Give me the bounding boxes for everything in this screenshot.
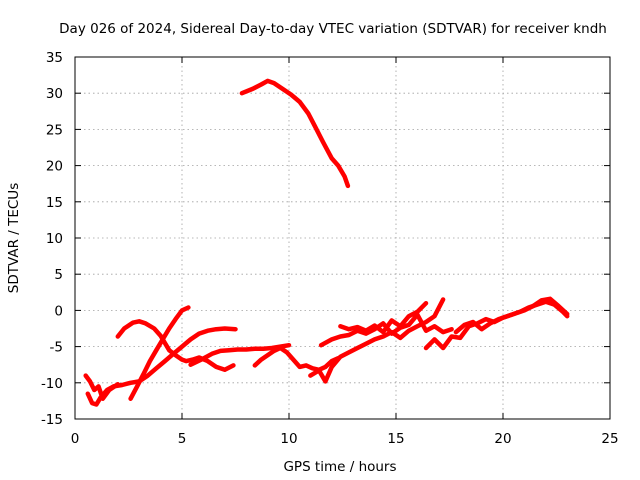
series-line-arc-k	[453, 296, 570, 335]
y-tick-label: 25	[46, 122, 63, 138]
x-tick-label: 25	[601, 431, 618, 447]
y-tick-label: 5	[54, 267, 63, 283]
y-tick-label: 10	[46, 231, 63, 247]
x-tick-label: 5	[178, 431, 187, 447]
series-line-arc-f	[252, 345, 341, 373]
y-tick-label: -5	[50, 340, 63, 356]
series-line-arc-e	[188, 342, 292, 367]
y-tick-label: 30	[46, 86, 63, 102]
y-axis-label: SDTVAR / TECUs	[6, 183, 22, 293]
x-axis-label: GPS time / hours	[283, 459, 396, 475]
x-tick-label: 0	[71, 431, 80, 447]
series-line-arc-b	[85, 326, 238, 407]
y-tick-label: 15	[46, 195, 63, 211]
x-tick-label: 10	[280, 431, 297, 447]
series-line-arc-j	[423, 299, 570, 351]
series-line-arc-i	[338, 300, 429, 335]
y-tick-label: 0	[54, 303, 63, 319]
series-line-arc-high	[239, 78, 351, 189]
series-line-arc-d	[128, 305, 191, 401]
chart-title: Day 026 of 2024, Sidereal Day-to-day VTE…	[59, 21, 607, 37]
ticks: 0 5 10 15 20 25 -15 -10 -5 0 5 10 15 20 25 30 35	[41, 50, 619, 447]
series-line-arc-c	[115, 319, 236, 373]
y-tick-label: -10	[41, 376, 63, 392]
y-tick-label: 20	[46, 159, 63, 175]
x-tick-label: 20	[494, 431, 511, 447]
series-group	[83, 78, 570, 407]
series-line-arc-g	[308, 297, 446, 384]
y-tick-label: -15	[41, 412, 63, 428]
grid	[75, 57, 610, 419]
y-tick-label: 35	[46, 50, 63, 66]
x-tick-label: 15	[387, 431, 404, 447]
